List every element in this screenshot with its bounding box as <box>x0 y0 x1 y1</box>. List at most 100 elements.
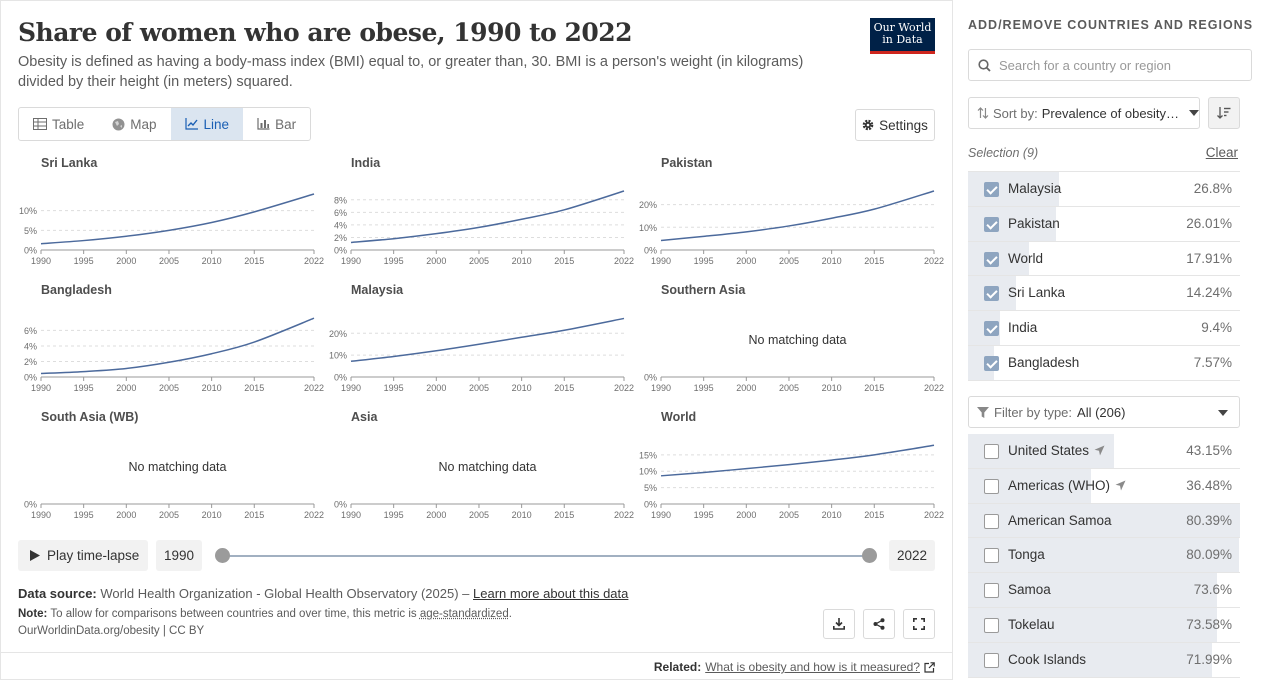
selected-entity-row[interactable]: World 17.91% <box>968 241 1240 277</box>
fullscreen-button[interactable] <box>903 609 935 639</box>
share-icon <box>873 618 885 630</box>
x-tick-label: 2010 <box>202 510 222 520</box>
chart-note: Note: To allow for comparisons between c… <box>18 608 512 620</box>
entity-checkbox[interactable] <box>984 513 999 529</box>
x-tick-label: 2005 <box>159 383 179 393</box>
share-button[interactable] <box>863 609 895 639</box>
age-standardized-link[interactable]: age-standardized <box>419 608 509 620</box>
learn-more-link[interactable]: Learn more about this data <box>473 586 629 601</box>
expand-icon <box>913 618 925 630</box>
entity-name: Americas (WHO) <box>1008 478 1126 493</box>
selected-entity-row[interactable]: Malaysia 26.8% <box>968 172 1240 207</box>
x-tick-label: 1990 <box>341 256 361 266</box>
sort-direction-button[interactable] <box>1208 97 1240 129</box>
entity-checkbox[interactable] <box>984 182 999 197</box>
x-tick-label: 2000 <box>426 256 446 266</box>
entity-name-text: Malaysia <box>1008 181 1062 196</box>
clear-selection-button[interactable]: Clear <box>1205 145 1238 160</box>
selected-entity-row[interactable]: Bangladesh 7.57% <box>968 345 1240 381</box>
logo-line2: in Data <box>882 33 923 46</box>
chart-subtitle: Obesity is defined as having a body-mass… <box>18 54 804 90</box>
tab-line[interactable]: Line <box>170 108 244 140</box>
small-chart-title: Southern Asia <box>661 283 746 297</box>
entity-checkbox[interactable] <box>984 617 999 633</box>
filter-dropdown[interactable]: Filter by type: All (206) <box>968 396 1240 428</box>
x-tick-label: 2015 <box>864 256 884 266</box>
entity-name: Samoa <box>1008 582 1051 597</box>
selected-entity-row[interactable]: Sri Lanka 14.24% <box>968 276 1240 312</box>
tab-table[interactable]: Table <box>19 108 98 140</box>
y-tick-label: 0% <box>644 246 657 256</box>
entity-value: 17.91% <box>1186 250 1232 266</box>
value-bar <box>968 573 1218 607</box>
entity-checkbox[interactable] <box>984 216 999 232</box>
entity-row[interactable]: Americas (WHO) 36.48% <box>968 468 1240 504</box>
start-year-box[interactable]: 1990 <box>156 540 202 571</box>
tab-bar[interactable]: Bar <box>243 108 310 140</box>
selected-entity-row[interactable]: Pakistan 26.01% <box>968 206 1240 242</box>
x-tick-label: 1990 <box>651 510 671 520</box>
entity-value: 80.09% <box>1186 547 1232 563</box>
entity-value: 36.48% <box>1186 477 1232 493</box>
small-chart-title: Asia <box>351 410 378 424</box>
entity-checkbox[interactable] <box>984 286 999 302</box>
entity-name-text: American Samoa <box>1008 512 1112 528</box>
entity-value: 73.58% <box>1186 616 1232 632</box>
x-tick-label: 2000 <box>736 510 756 520</box>
x-tick-label: 2005 <box>159 256 179 266</box>
entity-checkbox[interactable] <box>984 444 999 459</box>
y-tick-label: 8% <box>334 195 347 205</box>
entity-checkbox[interactable] <box>984 583 999 599</box>
entity-checkbox[interactable] <box>984 478 999 494</box>
related-link[interactable]: What is obesity and how is it measured? <box>705 660 920 674</box>
entity-checkbox[interactable] <box>984 355 999 371</box>
selected-entity-row[interactable]: India 9.4% <box>968 311 1240 346</box>
tab-map[interactable]: Map <box>98 108 170 140</box>
x-tick-label: 2022 <box>924 383 944 393</box>
entity-row[interactable]: United States 43.15% <box>968 434 1240 469</box>
entity-checkbox[interactable] <box>984 652 999 668</box>
entity-row[interactable]: Tonga 80.09% <box>968 538 1240 574</box>
start-year-handle[interactable] <box>215 548 230 563</box>
chart-frame: Share of women who are obese, 1990 to 20… <box>0 0 953 680</box>
entity-name-text: Pakistan <box>1008 215 1060 231</box>
filter-icon <box>977 406 989 418</box>
end-year-handle[interactable] <box>862 548 877 563</box>
timeline-track[interactable] <box>222 555 869 557</box>
x-tick-label: 1990 <box>341 510 361 520</box>
x-tick-label: 1990 <box>651 256 671 266</box>
entity-row[interactable]: Samoa 73.6% <box>968 573 1240 608</box>
tab-table-label: Table <box>52 116 85 132</box>
entity-value: 43.15% <box>1186 443 1232 458</box>
settings-button[interactable]: Settings <box>855 109 935 141</box>
play-timelapse-button[interactable]: Play time-lapse <box>18 540 148 571</box>
download-button[interactable] <box>823 609 855 639</box>
x-tick-label: 2010 <box>512 256 532 266</box>
owid-logo[interactable]: Our World in Data <box>870 18 935 54</box>
entity-name: India <box>1008 320 1037 335</box>
entity-name-text: Cook Islands <box>1008 651 1087 667</box>
globe-icon <box>112 118 125 130</box>
entity-value: 80.39% <box>1186 512 1232 528</box>
entity-row[interactable]: Cook Islands 71.99% <box>968 642 1240 678</box>
y-tick-label: 10% <box>329 351 347 361</box>
series-line <box>350 190 625 244</box>
entity-checkbox[interactable] <box>984 251 999 267</box>
entity-row[interactable]: American Samoa 80.39% <box>968 503 1240 539</box>
entity-name: Malaysia <box>1008 181 1061 196</box>
entity-checkbox[interactable] <box>984 321 999 337</box>
y-tick-label: 15% <box>639 450 657 460</box>
entity-checkbox[interactable] <box>984 548 999 564</box>
x-tick-label: 2022 <box>304 383 324 393</box>
source-label: Data source: <box>18 586 97 601</box>
x-tick-label: 1995 <box>74 256 94 266</box>
y-tick-label: 4% <box>334 220 347 230</box>
small-chart: Bangladesh 0% 2% 4% 6% 1990 1995 2000 2005 2010 20… <box>24 283 324 393</box>
entity-row[interactable]: Tokelau 73.58% <box>968 607 1240 643</box>
sort-dropdown[interactable]: Sort by: Prevalence of obesity… <box>968 97 1200 129</box>
x-tick-label: 1990 <box>651 383 671 393</box>
search-input[interactable]: Search for a country or region <box>968 49 1252 81</box>
entity-name-text: World <box>1008 250 1044 266</box>
end-year-box[interactable]: 2022 <box>889 540 935 571</box>
x-tick-label: 2000 <box>736 256 756 266</box>
